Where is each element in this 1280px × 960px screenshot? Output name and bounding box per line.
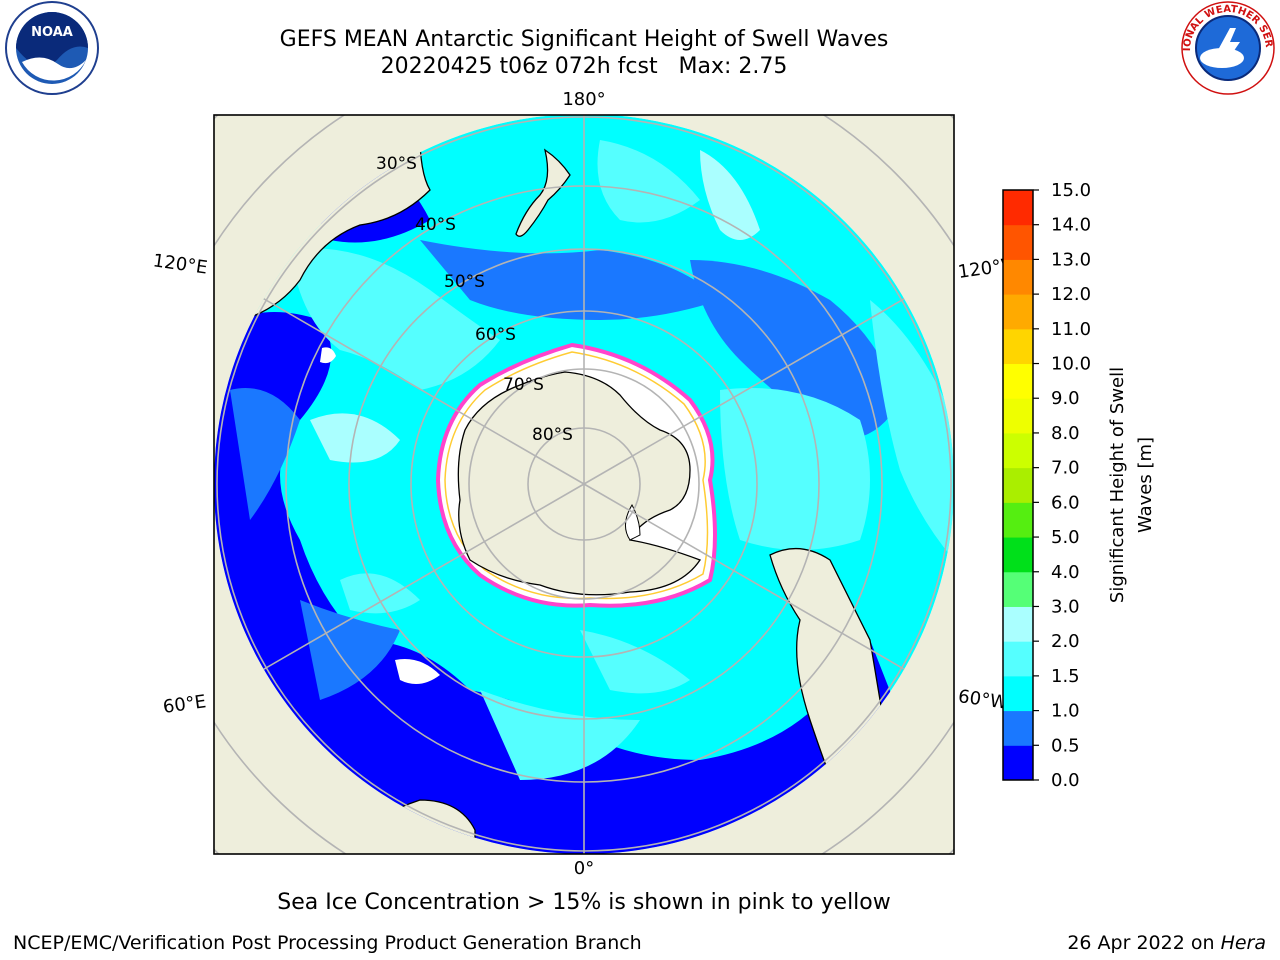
colorbar-swatch xyxy=(1003,675,1033,712)
colorbar-swatch xyxy=(1003,363,1033,399)
colorbar-ticks: 0.0 0.5 1.0 1.5 2.0 3.0 4.0 5.0 6.0 7.0 8.0 9.0 10.0… xyxy=(1033,180,1091,791)
colorbar-tick-label: 1.5 xyxy=(1051,666,1080,687)
colorbar-tick-label: 4.0 xyxy=(1051,562,1080,583)
lat-label-30s: 30°S xyxy=(376,154,417,174)
lon-label-60e: 60°E xyxy=(162,691,208,718)
colorbar-swatch xyxy=(1003,328,1033,365)
colorbar-swatch xyxy=(1003,606,1033,642)
colorbar-tick-label: 7.0 xyxy=(1051,458,1080,479)
sea-ice-note: Sea Ice Concentration > 15% is shown in … xyxy=(277,890,891,915)
colorbar-tick-label: 0.5 xyxy=(1051,735,1080,756)
moderate-swell-east xyxy=(690,260,900,440)
lon-label-120e: 120°E xyxy=(152,250,209,278)
colorbar-tick-label: 14.0 xyxy=(1051,215,1091,236)
colorbar-swatch xyxy=(1003,398,1033,434)
sea-ice-edge xyxy=(444,351,709,600)
host-name: Hera xyxy=(1220,932,1266,954)
colorbar-swatch xyxy=(1003,502,1033,538)
colorbar-tick-label: 9.0 xyxy=(1051,388,1080,409)
noaa-logo: NOAA xyxy=(5,1,99,95)
map-frame xyxy=(213,114,955,855)
colorbar-swatch xyxy=(1003,432,1033,469)
map-title: GEFS MEAN Antarctic Significant Height o… xyxy=(279,27,889,52)
nws-logo: NATIONAL WEATHER SERVICE xyxy=(1178,0,1275,95)
lon-label-60w: 60°W xyxy=(957,686,1009,714)
colorbar xyxy=(1002,189,1034,781)
colorbar-tick-label: 3.0 xyxy=(1051,596,1080,617)
colorbar-label-line2: Waves [m] xyxy=(1135,437,1156,533)
colorbar-tick-label: 2.0 xyxy=(1051,631,1080,652)
land-antarctica xyxy=(457,371,701,596)
colorbar-swatch xyxy=(1003,537,1033,573)
colorbar-tick-label: 12.0 xyxy=(1051,284,1091,305)
map-subtitle: 20220425 t06z 072h fcst Max: 2.75 xyxy=(380,54,788,79)
colorbar-tick-label: 8.0 xyxy=(1051,423,1080,444)
lat-label-50s: 50°S xyxy=(444,272,485,292)
colorbar-swatch xyxy=(1003,571,1033,607)
colorbar-frame xyxy=(1002,189,1034,781)
colorbar-swatch xyxy=(1003,710,1033,746)
colorbar-swatch xyxy=(1003,259,1033,295)
lat-label-70s: 70°S xyxy=(503,375,544,395)
colorbar-tick-label: 10.0 xyxy=(1051,354,1091,375)
lat-label-80s: 80°S xyxy=(532,425,573,445)
colorbar-swatch xyxy=(1003,745,1033,781)
colorbar-swatch xyxy=(1003,224,1033,260)
colorbar-swatch xyxy=(1003,190,1033,226)
colorbar-tick-label: 15.0 xyxy=(1051,180,1091,201)
noaa-logo-text: NOAA xyxy=(31,25,73,40)
colorbar-tick-label: 13.0 xyxy=(1051,249,1091,270)
colorbar-swatch xyxy=(1003,467,1033,503)
colorbar-label-line1: Significant Height of Swell xyxy=(1107,367,1128,603)
colorbar-tick-label: 5.0 xyxy=(1051,527,1080,548)
date-value: 26 Apr 2022 on xyxy=(1067,932,1215,954)
land-new-zealand xyxy=(515,148,571,237)
credit-text: NCEP/EMC/Verification Post Processing Pr… xyxy=(13,932,642,954)
map-area xyxy=(214,115,954,854)
colorbar-tick-label: 11.0 xyxy=(1051,319,1091,340)
colorbar-tick-label: 0.0 xyxy=(1051,770,1080,791)
longitude-lines xyxy=(214,115,954,854)
lon-label-180: 180° xyxy=(562,89,605,110)
colorbar-tick-label: 1.0 xyxy=(1051,701,1080,722)
colorbar-swatch xyxy=(1003,641,1033,677)
colorbar-swatch xyxy=(1003,294,1033,330)
colorbar-tick-label: 6.0 xyxy=(1051,492,1080,513)
lat-label-40s: 40°S xyxy=(415,215,456,235)
lon-label-0: 0° xyxy=(574,858,594,879)
lat-label-60s: 60°S xyxy=(475,325,516,345)
date-text: 26 Apr 2022 on Hera xyxy=(1067,932,1266,954)
